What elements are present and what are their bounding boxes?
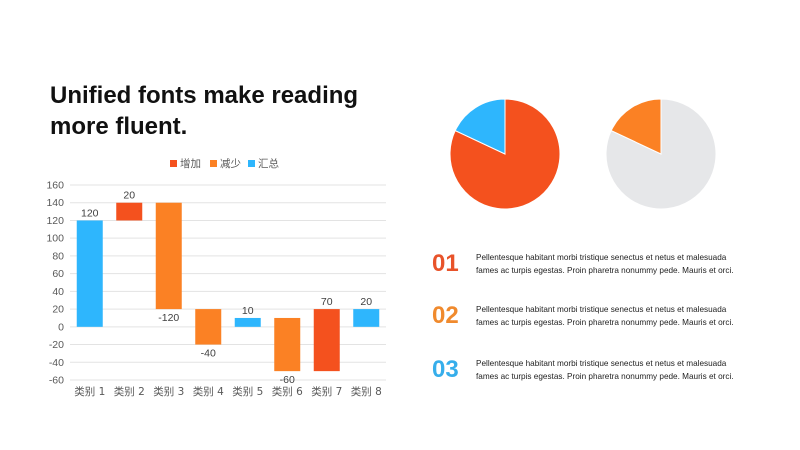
y-tick-label: 60 <box>52 268 64 280</box>
y-tick-label: 20 <box>52 304 64 316</box>
legend-label: 汇总 <box>258 157 279 170</box>
y-tick-label: 40 <box>52 286 64 298</box>
item-description: Pellentesque habitant morbi tristique se… <box>476 357 776 383</box>
data-label: -40 <box>201 348 216 360</box>
item-description-line-1: Pellentesque habitant morbi tristique se… <box>476 253 727 262</box>
bar <box>313 309 340 372</box>
y-tick-label: 100 <box>46 233 64 245</box>
y-tick-label: -40 <box>49 357 64 369</box>
y-tick-label: -20 <box>49 339 64 351</box>
y-tick-label: 80 <box>52 250 64 262</box>
data-label: 20 <box>123 190 135 202</box>
bar <box>274 317 301 372</box>
list-item-3: 03 Pellentesque habitant morbi tristique… <box>432 355 772 389</box>
item-description-line-1: Pellentesque habitant morbi tristique se… <box>476 305 727 314</box>
x-tick-label: 类别 4 <box>193 385 224 398</box>
bar <box>155 202 182 310</box>
legend-label: 增加 <box>180 157 201 170</box>
list-item-1: 01 Pellentesque habitant morbi tristique… <box>432 249 772 283</box>
data-label: -120 <box>158 312 179 324</box>
item-description-line-2: fames ac turpis egestas. Proin pharetra … <box>476 372 734 381</box>
x-tick-label: 类别 8 <box>351 385 382 398</box>
data-label: -60 <box>280 374 295 386</box>
x-tick-label: 类别 3 <box>153 385 184 398</box>
x-tick-label: 类别 1 <box>74 385 105 398</box>
item-number: 03 <box>432 356 459 383</box>
data-label: 10 <box>242 305 254 317</box>
x-tick-label: 类别 7 <box>311 385 342 398</box>
slide-title-line-1: Unified fonts make reading <box>50 82 359 109</box>
item-description-line-2: fames ac turpis egestas. Proin pharetra … <box>476 266 734 275</box>
bar <box>116 202 143 221</box>
y-tick-label: 120 <box>46 215 64 227</box>
pie-chart-1 <box>449 98 561 210</box>
pie-chart-2 <box>605 98 717 210</box>
legend-swatch <box>210 160 217 167</box>
data-label: 20 <box>360 296 372 308</box>
item-description-line-2: fames ac turpis egestas. Proin pharetra … <box>476 318 734 327</box>
item-number: 01 <box>432 250 459 277</box>
item-number: 02 <box>432 302 459 329</box>
bar <box>195 309 222 345</box>
legend-label: 减少 <box>220 158 241 170</box>
y-tick-label: 140 <box>46 197 64 209</box>
item-description: Pellentesque habitant morbi tristique se… <box>476 303 776 329</box>
pie-slice <box>610 98 662 155</box>
item-description-line-1: Pellentesque habitant morbi tristique se… <box>476 359 727 368</box>
pie-slice <box>454 98 506 155</box>
legend-swatch <box>170 160 177 167</box>
legend-swatch <box>248 160 255 167</box>
x-tick-label: 类别 2 <box>114 385 145 398</box>
bar <box>353 309 380 327</box>
x-tick-label: 类别 6 <box>272 385 303 398</box>
data-label: 70 <box>321 296 333 308</box>
list-item-2: 02 Pellentesque habitant morbi tristique… <box>432 301 772 335</box>
x-tick-label: 类别 5 <box>232 385 263 398</box>
bar <box>76 220 103 327</box>
bar <box>234 317 261 327</box>
y-tick-label: 160 <box>46 180 64 192</box>
slide-title: Unified fonts make reading more fluent. <box>50 80 390 142</box>
waterfall-chart: -60 -40 -20 0 20 40 60 80 100 120 140 160 120 类别 1 20 类… <box>46 157 386 398</box>
y-tick-label: 0 <box>58 321 64 333</box>
y-tick-label: -60 <box>49 375 64 387</box>
data-label: 120 <box>81 207 99 219</box>
slide-title-line-2: more fluent. <box>50 113 188 140</box>
item-description: Pellentesque habitant morbi tristique se… <box>476 251 776 277</box>
